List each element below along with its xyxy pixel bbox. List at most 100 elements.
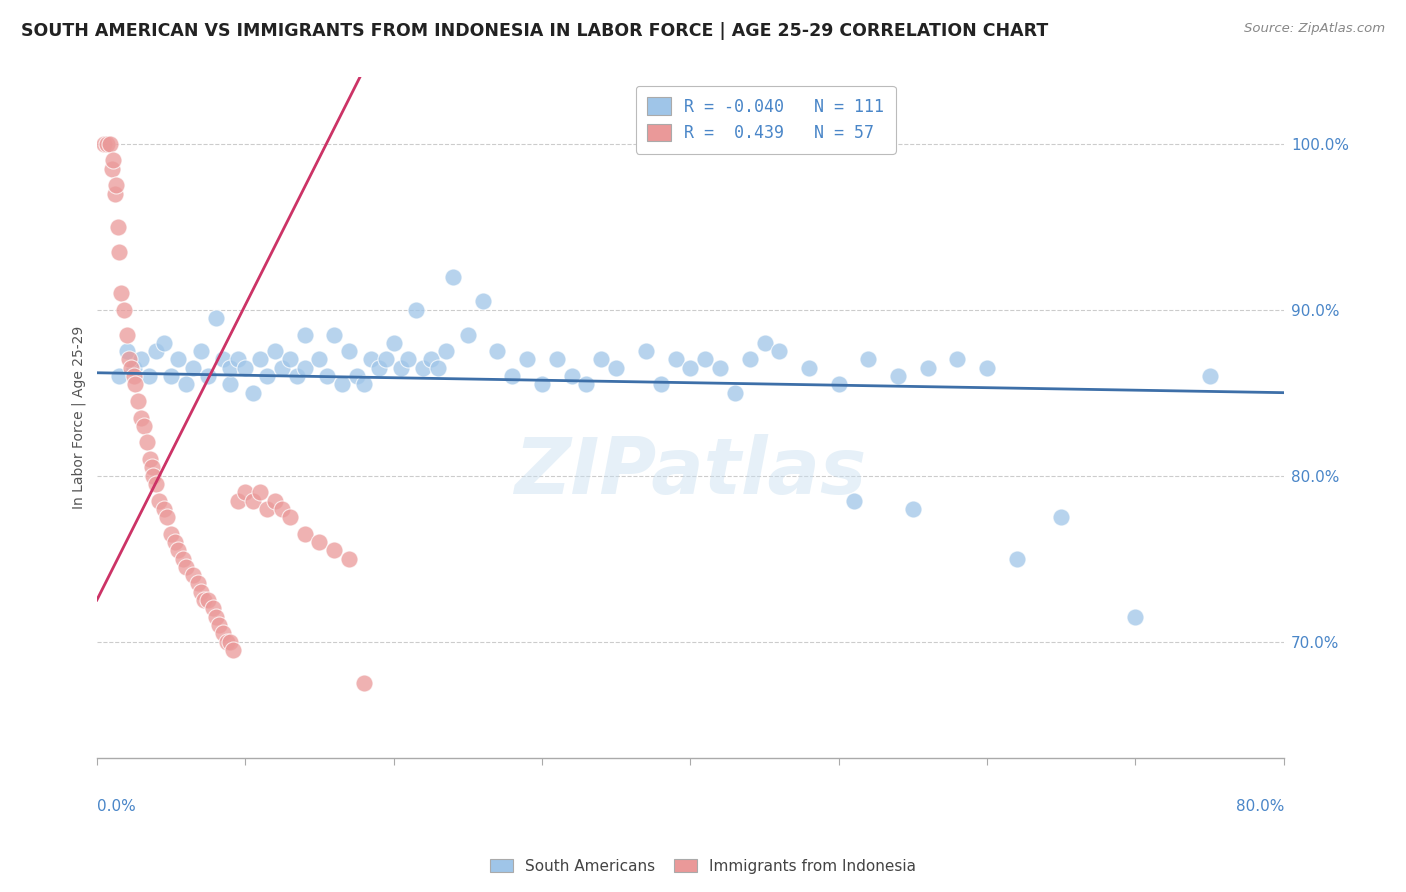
Point xyxy=(264,493,287,508)
Point xyxy=(155,510,177,524)
Point xyxy=(124,377,146,392)
Point xyxy=(165,535,187,549)
Point xyxy=(122,360,145,375)
Point xyxy=(353,377,375,392)
Point xyxy=(946,352,969,367)
Point xyxy=(197,593,219,607)
Point xyxy=(197,369,219,384)
Point xyxy=(219,634,242,648)
Legend: R = -0.040   N = 111, R =  0.439   N = 57: R = -0.040 N = 111, R = 0.439 N = 57 xyxy=(636,86,896,153)
Point xyxy=(828,377,851,392)
Point xyxy=(389,360,412,375)
Point xyxy=(108,244,131,259)
Point xyxy=(233,360,256,375)
Point xyxy=(901,501,924,516)
Point xyxy=(405,302,427,317)
Point xyxy=(160,369,183,384)
Point xyxy=(271,360,294,375)
Point xyxy=(167,352,190,367)
Point xyxy=(434,344,457,359)
Point xyxy=(212,352,235,367)
Point xyxy=(174,560,197,574)
Point xyxy=(193,593,215,607)
Point xyxy=(110,286,132,301)
Point xyxy=(375,352,398,367)
Point xyxy=(134,418,156,433)
Point xyxy=(1050,510,1073,524)
Point xyxy=(222,643,245,657)
Point xyxy=(441,269,464,284)
Point xyxy=(724,385,747,400)
Point xyxy=(398,352,420,367)
Point xyxy=(1005,551,1028,566)
Point xyxy=(142,468,165,483)
Point xyxy=(294,327,316,342)
Point xyxy=(152,501,174,516)
Point xyxy=(172,551,194,566)
Point xyxy=(294,360,316,375)
Point xyxy=(190,344,212,359)
Point xyxy=(412,360,434,375)
Point xyxy=(695,352,717,367)
Point xyxy=(100,161,122,176)
Point xyxy=(181,568,204,582)
Point xyxy=(278,352,301,367)
Point xyxy=(754,335,776,350)
Point xyxy=(427,360,450,375)
Point xyxy=(797,360,820,375)
Point xyxy=(330,377,353,392)
Point xyxy=(738,352,761,367)
Point xyxy=(233,485,256,500)
Point xyxy=(315,369,337,384)
Point xyxy=(152,335,174,350)
Point xyxy=(650,377,672,392)
Point xyxy=(256,501,278,516)
Point xyxy=(501,369,523,384)
Point xyxy=(709,360,731,375)
Point xyxy=(887,369,910,384)
Point xyxy=(679,360,702,375)
Point xyxy=(256,369,278,384)
Point xyxy=(842,493,865,508)
Point xyxy=(107,219,129,234)
Point xyxy=(323,543,346,558)
Point xyxy=(308,535,330,549)
Point xyxy=(1198,369,1220,384)
Point xyxy=(181,360,204,375)
Point xyxy=(118,352,141,367)
Point xyxy=(187,576,209,591)
Point xyxy=(664,352,686,367)
Point xyxy=(858,352,880,367)
Point xyxy=(212,626,235,640)
Point xyxy=(634,344,657,359)
Point xyxy=(486,344,509,359)
Point xyxy=(917,360,939,375)
Point xyxy=(201,601,224,615)
Point xyxy=(138,369,160,384)
Y-axis label: In Labor Force | Age 25-29: In Labor Force | Age 25-29 xyxy=(72,326,86,509)
Point xyxy=(242,385,264,400)
Point xyxy=(323,327,346,342)
Point xyxy=(976,360,998,375)
Point xyxy=(139,452,162,467)
Point xyxy=(167,543,190,558)
Point xyxy=(131,410,153,425)
Point xyxy=(115,344,138,359)
Point xyxy=(530,377,553,392)
Point xyxy=(226,352,249,367)
Point xyxy=(105,178,128,193)
Point xyxy=(367,360,389,375)
Point xyxy=(120,360,142,375)
Point xyxy=(516,352,538,367)
Point xyxy=(561,369,583,384)
Point xyxy=(145,477,167,491)
Point xyxy=(382,335,405,350)
Point xyxy=(360,352,382,367)
Point xyxy=(219,377,242,392)
Point xyxy=(207,618,229,632)
Point xyxy=(346,369,368,384)
Text: 80.0%: 80.0% xyxy=(1236,799,1284,814)
Point xyxy=(242,493,264,508)
Point xyxy=(174,377,197,392)
Point xyxy=(98,136,121,151)
